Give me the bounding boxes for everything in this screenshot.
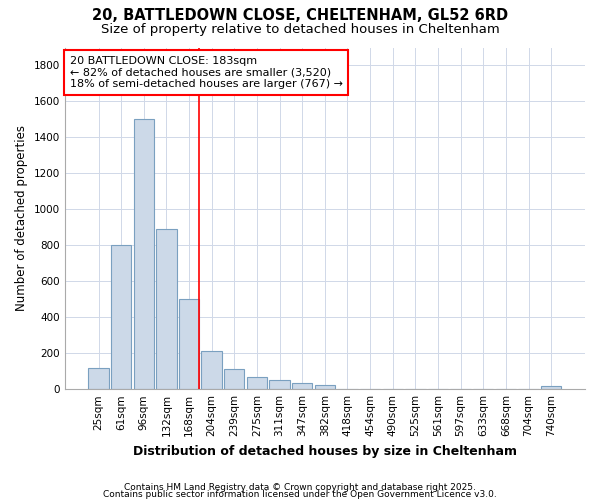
Bar (111, 246, 131, 389)
Bar (247, 376, 267, 389)
Text: Contains public sector information licensed under the Open Government Licence v3: Contains public sector information licen… (103, 490, 497, 499)
Text: 20, BATTLEDOWN CLOSE, CHELTENHAM, GL52 6RD: 20, BATTLEDOWN CLOSE, CHELTENHAM, GL52 6… (92, 8, 508, 22)
Bar (179, 300, 199, 389)
Bar (269, 380, 290, 389)
Bar (292, 383, 313, 389)
Bar (541, 386, 562, 389)
Bar (134, 120, 154, 389)
Text: Size of property relative to detached houses in Cheltenham: Size of property relative to detached ho… (101, 22, 499, 36)
Y-axis label: Number of detached properties: Number of detached properties (15, 126, 28, 312)
Bar (88, 368, 109, 389)
Text: Contains HM Land Registry data © Crown copyright and database right 2025.: Contains HM Land Registry data © Crown c… (124, 483, 476, 492)
X-axis label: Distribution of detached houses by size in Cheltenham: Distribution of detached houses by size … (133, 444, 517, 458)
Bar (224, 370, 244, 389)
Bar (314, 384, 335, 389)
Bar (156, 229, 176, 389)
Text: 20 BATTLEDOWN CLOSE: 183sqm
← 82% of detached houses are smaller (3,520)
18% of : 20 BATTLEDOWN CLOSE: 183sqm ← 82% of det… (70, 56, 343, 89)
Bar (202, 350, 222, 389)
